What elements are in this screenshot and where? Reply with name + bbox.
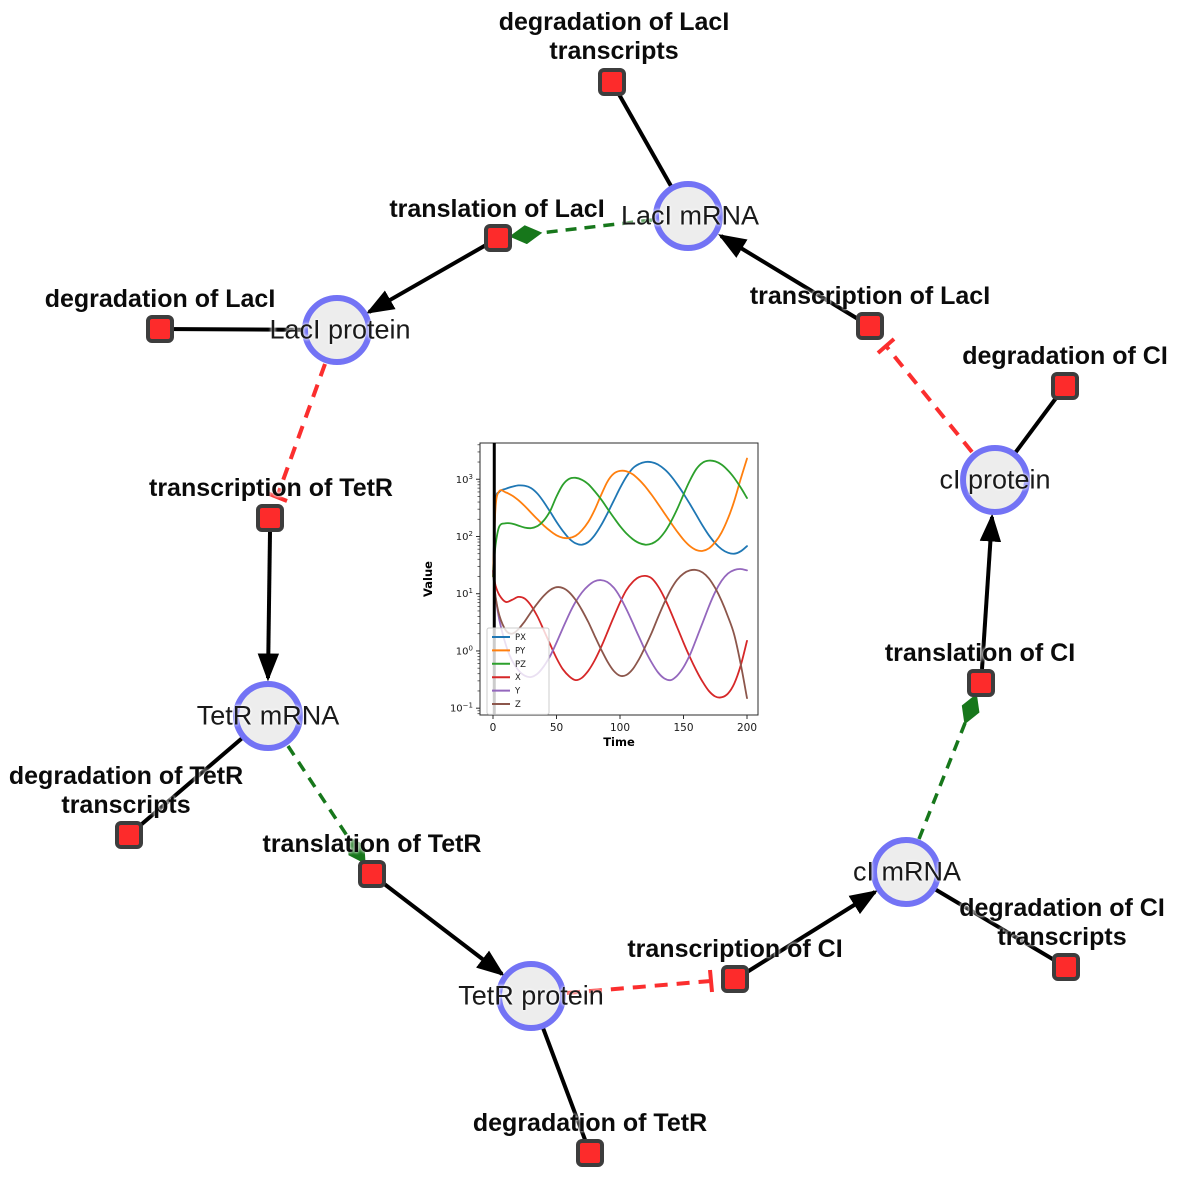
legend-label-Y: Y — [514, 687, 521, 697]
x-axis-label: Time — [603, 735, 635, 749]
tbar-transcriptionlaci — [876, 337, 896, 355]
reaction-node-degradation-of-ci[interactable] — [1051, 372, 1079, 400]
reaction-node-degradation-of-laci-transcripts[interactable] — [598, 68, 626, 96]
y-tick-label: 101 — [456, 587, 473, 600]
legend-label-PY: PY — [515, 646, 526, 656]
reaction-label-transcription-of-tetr: transcription of TetR — [149, 474, 393, 502]
edge-transcriptionlaci-to-lacimrna — [718, 234, 860, 321]
reaction-node-translation-of-tetr[interactable] — [358, 860, 386, 888]
x-tick-label: 100 — [610, 722, 630, 734]
reaction-label-degradation-of-ci: degradation of CI — [962, 342, 1168, 370]
edge-translationci-to-ciprotein — [979, 513, 1002, 670]
inset-chart-svg: 0 50 100 150 200 10−1 100 101 102 103 Time Value PX P… — [421, 442, 759, 749]
series-Z-line — [492, 568, 748, 699]
y-axis-label: Value — [421, 561, 435, 597]
series-X-line — [492, 570, 748, 699]
x-tick-label: 50 — [550, 722, 563, 734]
reaction-node-transcription-of-ci[interactable] — [721, 965, 749, 993]
legend-label-Z: Z — [515, 700, 521, 710]
legend-label-PX: PX — [515, 633, 526, 643]
tbar-transcriptiontetr — [266, 491, 288, 503]
species-label-tetr-mrna: TetR mRNA — [196, 700, 340, 731]
y-tick-label: 103 — [456, 473, 473, 486]
reaction-label-degradation-of-laci-transcripts: degradation of LacI transcripts — [498, 8, 730, 65]
y-tick-label: 102 — [456, 530, 473, 543]
reaction-node-degradation-of-tetr-transcripts[interactable] — [115, 821, 143, 849]
edge-transcriptionci-to-cimrna — [745, 890, 878, 974]
reaction-label-degradation-of-laci: degradation of LacI — [44, 285, 276, 313]
x-tick-label: 150 — [673, 722, 693, 734]
series-PZ-line — [492, 459, 748, 578]
edge-ciprotein-inhibits-transcriptionlaci — [884, 344, 974, 454]
species-node-tetr-mrna[interactable] — [233, 681, 303, 751]
reaction-node-translation-of-ci[interactable] — [967, 669, 995, 697]
series-PY-line — [492, 457, 748, 578]
species-node-laci-protein[interactable] — [302, 295, 372, 365]
x-tick-label: 0 — [490, 722, 497, 734]
reaction-label-degradation-of-tetr-transcripts: degradation of TetR transcripts — [8, 762, 244, 819]
tbar-transcriptionci — [708, 969, 714, 993]
reaction-node-degradation-of-tetr[interactable] — [576, 1139, 604, 1167]
species-label-tetr-protein: TetR protein — [458, 980, 604, 1011]
species-label-ci-mrna: cI mRNA — [853, 856, 961, 887]
y-tick-label: 10−1 — [450, 702, 473, 715]
legend-label-PZ: PZ — [515, 660, 526, 670]
x-tick-label: 200 — [737, 722, 757, 734]
edge-translationlaci-to-laciprotein — [365, 243, 487, 314]
reaction-label-translation-of-ci: translation of CI — [884, 639, 1076, 667]
reaction-label-translation-of-laci: translation of LacI — [389, 195, 605, 223]
reaction-label-degradation-of-tetr: degradation of TetR — [472, 1109, 708, 1137]
reaction-node-translation-of-laci[interactable] — [484, 224, 512, 252]
species-node-ci-mrna[interactable] — [871, 837, 941, 907]
edge-cimrna-to-translationci — [917, 693, 980, 840]
species-node-ci-protein[interactable] — [960, 445, 1030, 515]
species-label-laci-protein: LacI protein — [269, 314, 411, 345]
reaction-label-transcription-of-laci: transcription of LacI — [749, 282, 991, 310]
species-label-ci-protein: cI protein — [939, 464, 1051, 495]
reaction-label-translation-of-tetr: translation of TetR — [262, 830, 482, 858]
species-label-laci-mrna: LacI mRNA — [620, 200, 760, 231]
species-node-laci-mrna[interactable] — [653, 181, 723, 251]
reaction-node-transcription-of-tetr[interactable] — [256, 504, 284, 532]
chart-frame — [479, 442, 759, 716]
series-PX-line — [492, 460, 748, 578]
edge-translationtetr-to-tetrprotein — [381, 881, 505, 977]
timeseries-inset-chart: 0 50 100 150 200 10−1 100 101 102 103 Time Value PX P… — [421, 434, 769, 764]
y-tick-label: 100 — [456, 644, 473, 657]
species-node-tetr-protein[interactable] — [496, 961, 566, 1031]
edge-transcriptiontetr-to-tetrmrna — [257, 531, 280, 682]
edge-lacimrna-to-translationlaci — [509, 218, 653, 245]
legend-label-X: X — [515, 673, 521, 683]
reaction-node-transcription-of-laci[interactable] — [856, 312, 884, 340]
reaction-label-degradation-of-ci-transcripts: degradation of CI transcripts — [959, 894, 1165, 951]
edge-laciprotein-inhibits-transcriptiontetr — [275, 363, 327, 498]
reaction-node-degradation-of-ci-transcripts[interactable] — [1052, 953, 1080, 981]
reaction-label-transcription-of-ci: transcription of CI — [627, 935, 843, 963]
reaction-node-degradation-of-laci[interactable] — [146, 315, 174, 343]
edge-tetrmrna-to-translationtetr — [286, 745, 366, 864]
edge-tetrprotein-inhibits-transcriptionci — [566, 979, 712, 995]
